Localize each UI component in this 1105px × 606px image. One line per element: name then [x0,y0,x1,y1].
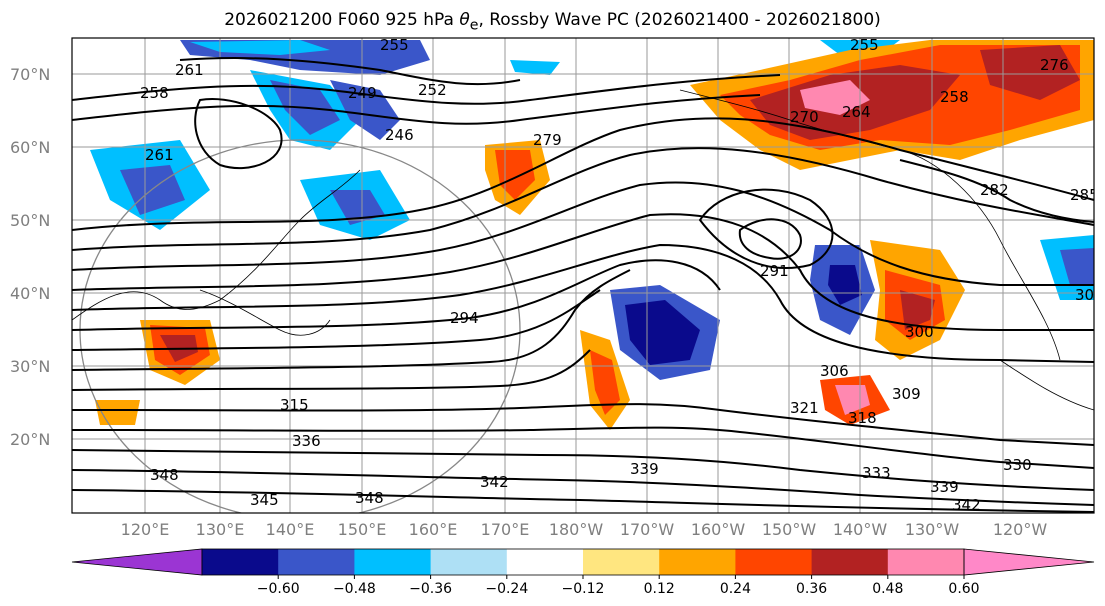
contour-label: 333 [862,464,891,482]
colorbar-tick-label: −0.48 [333,581,376,597]
title-rest: , Rossby Wave PC (2026021400 - 202602180… [478,10,881,30]
coastlines [72,89,1094,411]
colorbar-tick-label: 0.36 [796,581,827,597]
contour-label: 330 [1003,456,1032,474]
contour-label: 261 [175,61,204,79]
lon-label: 160°E [409,520,458,539]
contour-label: 258 [140,84,169,102]
contour-label: 342 [480,473,509,491]
lon-label: 170°W [620,520,675,539]
contour-label: 342 [952,496,981,514]
contour-label: 276 [1040,56,1069,74]
colorbar-tick-label: −0.24 [485,581,528,597]
contour-label: 339 [930,478,959,496]
contour-label: 339 [630,460,659,478]
lon-label: 120°E [121,520,170,539]
colorbar [71,548,1095,576]
theta-e-contours [72,57,1094,513]
map-plot-area: 255 261 258 249 252 246 261 255 270 264 … [72,36,1104,514]
contour-label: 261 [145,146,174,164]
contour-label: 255 [380,36,409,54]
contour-label: 309 [892,385,921,403]
anomaly-fills [90,40,1094,430]
lon-label: 150°W [762,520,817,539]
colorbar-tick-label: −0.12 [562,581,605,597]
contour-label: 285 [1070,186,1099,204]
colorbar-extend-min [71,548,203,576]
colorbar-segment [506,549,584,575]
colorbar-tick-label: 0.60 [948,581,979,597]
colorbar-extend-max [963,548,1095,576]
lon-label: 140°E [266,520,315,539]
colorbar-segment [659,549,736,575]
lon-label: 130°E [196,520,245,539]
lon-label: 150°E [338,520,387,539]
colorbar-tick-label: 0.24 [720,581,751,597]
contour-label: 270 [790,108,819,126]
lat-label: 50°N [10,211,50,230]
lon-label: 170°E [481,520,530,539]
contour-label: 264 [842,103,871,121]
contour-label: 303 [1075,286,1104,304]
title-main: 2026021200 F060 925 hPa [224,10,460,30]
contour-label: 249 [348,84,377,102]
colorbar-segment [811,549,889,575]
contour-label: 318 [848,409,877,427]
contour-label: 246 [385,126,414,144]
lon-label: 160°W [691,520,746,539]
contour-labels: 255 261 258 249 252 246 261 255 270 264 … [140,36,1104,514]
gridlines [72,38,1094,513]
lat-label: 30°N [10,357,50,376]
colorbar-segment [278,549,355,575]
contour-label: 282 [980,181,1009,199]
contour-label: 345 [250,491,279,509]
colorbar-tick-label: 0.12 [644,581,675,597]
colorbar-segment [430,549,508,575]
colorbar-segment [583,549,660,575]
longitude-labels: 120°E 130°E 140°E 150°E 160°E 170°E 180°… [121,520,1048,539]
contour-label: 348 [150,466,179,484]
lat-label: 20°N [10,430,50,449]
latitude-labels: 70°N 60°N 50°N 40°N 30°N 20°N [10,65,50,449]
lat-label: 70°N [10,65,50,84]
lat-label: 60°N [10,138,50,157]
colorbar-tick-label: −0.60 [257,581,300,597]
contour-label: 321 [790,399,819,417]
contour-label: 291 [760,262,789,280]
lon-label: 180°W [549,520,604,539]
chart-title: 2026021200 F060 925 hPa θe, Rossby Wave … [0,10,1105,33]
colorbar-segment [202,549,279,575]
colorbar-segment [354,549,432,575]
colorbar-segment [887,549,965,575]
contour-label: 315 [280,396,309,414]
lon-label: 140°W [833,520,888,539]
colorbar-ticks: −0.60 −0.48 −0.36 −0.24 −0.12 0.12 0.24 0.36 0.4… [257,575,980,597]
theta-subscript: e [469,17,479,34]
contour-label: 300 [905,323,934,341]
lon-label: 120°W [993,520,1048,539]
contour-label: 348 [355,489,384,507]
contour-label: 294 [450,309,479,327]
plot-border [71,37,1095,514]
contour-label: 255 [850,36,879,54]
lon-label: 130°W [905,520,960,539]
contour-label: 258 [940,88,969,106]
contour-label: 279 [533,131,562,149]
lat-label: 40°N [10,284,50,303]
colorbar-tick-label: −0.36 [409,581,452,597]
colorbar-segment [735,549,813,575]
theta-symbol: θ [459,10,470,30]
contour-label: 252 [418,81,447,99]
contour-label: 306 [820,362,849,380]
colorbar-tick-label: 0.48 [872,581,903,597]
contour-label: 336 [292,432,321,450]
